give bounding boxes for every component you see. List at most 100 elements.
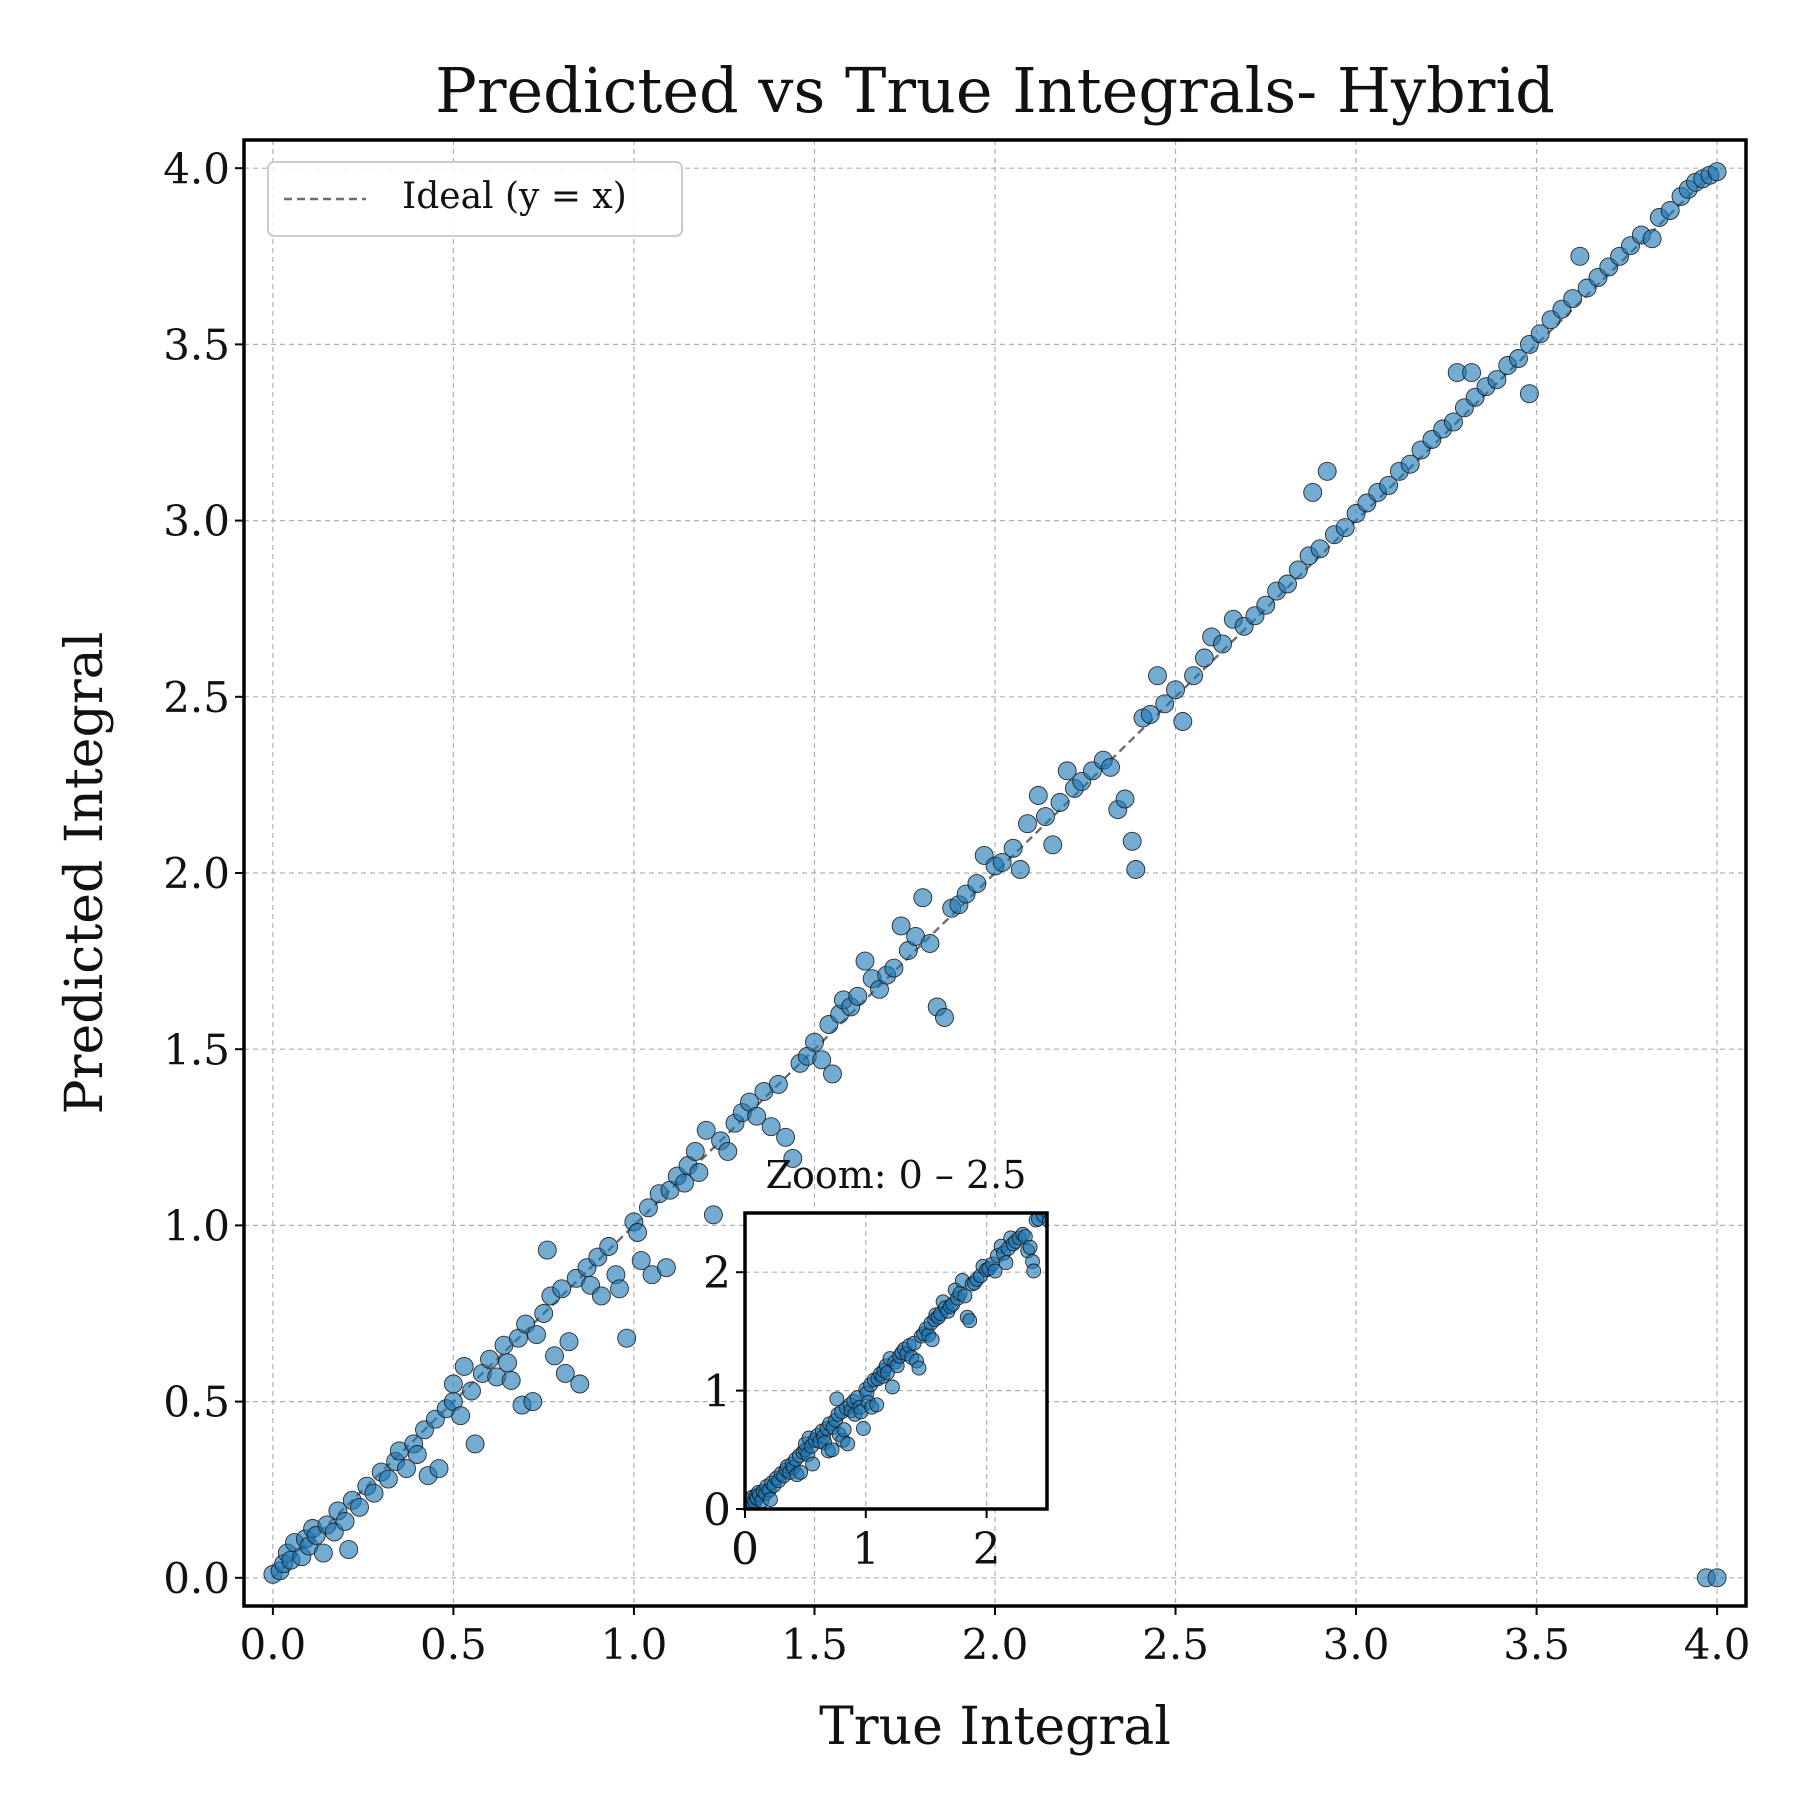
main-data-point xyxy=(761,1117,781,1137)
inset-chart: 0 1 2 0 1 2 Zoom: 0 – 2.5 xyxy=(703,1153,1049,1575)
main-data-point xyxy=(1462,363,1482,383)
main-data-point xyxy=(855,951,875,971)
main-data-point xyxy=(1310,539,1330,559)
main-ticks: 0.0 0.5 1.0 1.5 2.0 2.5 3.0 3.5 4.0 0.0 0.5 1.0 1.5 2… xyxy=(163,144,1750,1669)
main-data-point xyxy=(1660,201,1680,220)
inset-data-point xyxy=(793,1464,809,1480)
main-data-point xyxy=(1444,412,1463,432)
main-x-tick-label: 4.0 xyxy=(1684,1620,1751,1669)
inset-data-point xyxy=(987,1263,1003,1279)
main-data-point xyxy=(685,1141,705,1161)
main-data-point xyxy=(913,888,933,908)
main-data-point xyxy=(1642,229,1662,249)
main-data-point xyxy=(1278,574,1297,594)
main-data-point xyxy=(718,1141,738,1161)
main-data-point xyxy=(443,1374,463,1394)
main-x-tick-label: 0.0 xyxy=(239,1620,306,1669)
main-data-point xyxy=(1563,289,1583,309)
legend-box xyxy=(267,161,683,237)
main-y-tick-label: 4.0 xyxy=(163,144,230,193)
main-data-point xyxy=(1335,518,1355,538)
main-data-point xyxy=(1166,680,1185,700)
main-data-point xyxy=(335,1511,355,1531)
main-data-point xyxy=(364,1483,384,1503)
main-data-point xyxy=(631,1251,651,1271)
main-x-tick-label: 2.0 xyxy=(962,1620,1029,1669)
main-data-point xyxy=(1487,370,1507,390)
inset-data-point xyxy=(869,1397,885,1413)
main-data-point xyxy=(967,874,987,894)
main-data-point xyxy=(454,1356,474,1376)
inset-data-point xyxy=(1026,1263,1042,1279)
main-data-point xyxy=(1036,807,1055,827)
main-data-point xyxy=(1003,838,1023,858)
main-data-point xyxy=(498,1353,518,1373)
main-x-tick-label: 2.5 xyxy=(1142,1620,1209,1669)
main-data-point xyxy=(397,1459,416,1479)
main-data-point xyxy=(848,986,868,1006)
inset-y-tick-label: 0 xyxy=(703,1485,731,1536)
inset-title: Zoom: 0 – 2.5 xyxy=(766,1153,1027,1197)
inset-data-point xyxy=(884,1379,900,1395)
inset-y-tick-label: 2 xyxy=(703,1248,731,1299)
main-data-point xyxy=(776,1127,796,1147)
main-data-point xyxy=(1184,666,1204,686)
main-data-point xyxy=(1317,461,1337,481)
main-data-point xyxy=(610,1279,629,1299)
inset-data-point xyxy=(855,1421,871,1436)
main-data-point xyxy=(628,1223,648,1242)
main-data-point xyxy=(1148,666,1167,686)
main-data-point xyxy=(935,1008,954,1027)
main-data-point xyxy=(1155,694,1175,714)
main-data-point xyxy=(1213,634,1232,654)
main-data-point xyxy=(559,1332,579,1352)
main-data-point xyxy=(1400,454,1420,474)
legend: Ideal (y = x) xyxy=(267,161,683,237)
main-data-point xyxy=(1519,384,1539,404)
inset-data-point xyxy=(911,1360,927,1376)
inset-data-point xyxy=(957,1288,973,1304)
main-data-point xyxy=(599,1237,619,1256)
main-x-tick-label: 3.5 xyxy=(1503,1620,1570,1669)
main-data-point xyxy=(1570,246,1590,266)
inset-data-point xyxy=(962,1313,978,1329)
main-data-point xyxy=(812,1050,832,1070)
main-data-point xyxy=(501,1371,521,1390)
y-axis-label: Predicted Integral xyxy=(55,632,115,1115)
main-y-tick-label: 0.0 xyxy=(163,1554,230,1603)
main-data-point xyxy=(570,1374,590,1394)
main-x-tick-label: 1.5 xyxy=(781,1620,848,1669)
main-data-point xyxy=(638,1198,658,1218)
inset-data-point xyxy=(840,1436,856,1452)
main-data-point xyxy=(534,1304,554,1323)
inset-x-tick-label: 1 xyxy=(852,1524,880,1575)
main-data-point xyxy=(1122,831,1142,851)
main-data-point xyxy=(313,1543,333,1563)
main-data-point xyxy=(1050,793,1070,812)
main-data-point xyxy=(465,1434,485,1454)
main-data-point xyxy=(429,1459,449,1479)
inset-x-tick-label: 0 xyxy=(731,1524,759,1575)
main-y-tick-label: 0.5 xyxy=(163,1378,230,1427)
main-y-tick-label: 1.5 xyxy=(163,1025,230,1074)
main-data-point xyxy=(1010,860,1030,879)
main-points-layer xyxy=(263,162,1727,1588)
main-y-tick-label: 1.0 xyxy=(163,1202,230,1251)
main-data-point xyxy=(805,1032,824,1052)
main-data-point xyxy=(1028,786,1048,805)
main-data-point xyxy=(555,1363,575,1383)
main-data-point xyxy=(545,1346,564,1366)
main-data-point xyxy=(656,1258,676,1278)
main-data-point xyxy=(552,1279,572,1299)
inset-x-tick-label: 2 xyxy=(973,1524,1001,1575)
main-data-point xyxy=(884,958,904,978)
main-data-point xyxy=(1288,560,1308,580)
inset-data-point xyxy=(829,1391,845,1407)
main-data-point xyxy=(523,1392,543,1412)
main-data-point xyxy=(992,852,1012,872)
main-data-point xyxy=(350,1497,369,1517)
main-data-point xyxy=(1256,595,1276,615)
main-data-point xyxy=(1194,648,1214,668)
main-y-tick-label: 3.0 xyxy=(163,497,230,546)
